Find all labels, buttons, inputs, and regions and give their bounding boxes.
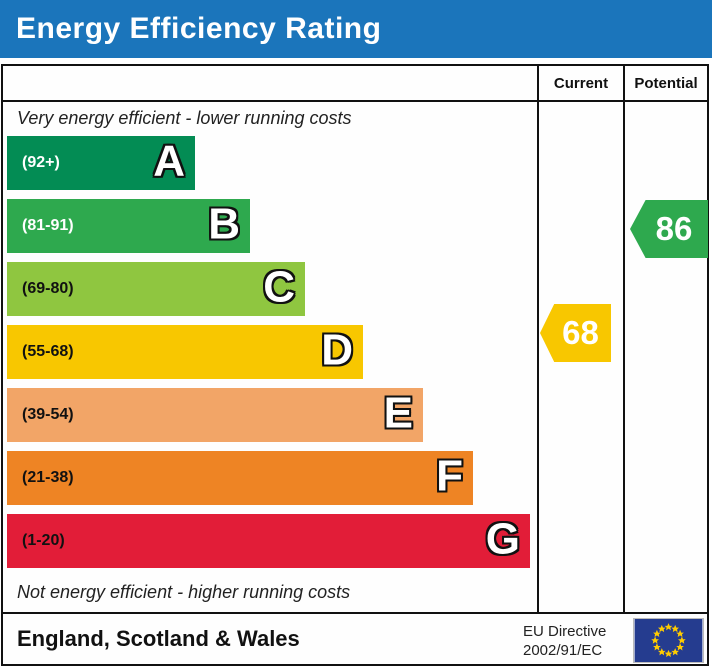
bottom-note: Not energy efficient - higher running co…: [17, 582, 351, 602]
column-header-current: Current: [553, 74, 609, 92]
band-row-f: (21-38) F: [7, 451, 473, 505]
band-range-label: (39-54): [22, 406, 74, 423]
footer-region-label: England, Scotland & Wales: [17, 626, 300, 651]
band-grade-letter: E: [383, 388, 413, 438]
band-grade-letter: F: [436, 451, 463, 501]
footer-top-border: [3, 612, 707, 614]
band-list: (92+) A (81-91) B (69-80) C (55-68) D (3…: [7, 136, 530, 577]
band-row-c: (69-80) C: [7, 262, 305, 316]
potential-rating-marker: 86: [630, 200, 708, 258]
band-range-label: (81-91): [22, 217, 74, 234]
band-grade-letter: G: [485, 514, 520, 564]
band-row-b: (81-91) B: [7, 199, 250, 253]
band-range-label: (1-20): [22, 532, 65, 549]
eu-directive-line1: EU Directive: [523, 623, 607, 640]
band-range-label: (69-80): [22, 280, 74, 297]
eu-directive-label: EU Directive 2002/91/EC: [523, 622, 606, 660]
eu-flag-icon: [633, 618, 704, 663]
band-row-g: (1-20) G: [7, 514, 530, 568]
page-title: Energy Efficiency Rating: [16, 12, 382, 45]
band-range-label: (55-68): [22, 343, 74, 360]
band-grade-letter: C: [263, 262, 295, 312]
band-row-d: (55-68) D: [7, 325, 363, 379]
band-range-label: (21-38): [22, 469, 74, 486]
current-rating-marker: 68: [540, 304, 611, 362]
band-row-e: (39-54) E: [7, 388, 423, 442]
band-grade-letter: A: [153, 136, 185, 186]
column-header-potential: Potential: [634, 74, 698, 92]
top-note: Very energy efficient - lower running co…: [17, 108, 352, 128]
column-divider-potential: [623, 66, 625, 614]
band-range-label: (92+): [22, 154, 60, 171]
band-grade-letter: B: [208, 199, 240, 249]
eu-directive-line2: 2002/91/EC: [523, 642, 603, 659]
band-grade-letter: D: [321, 325, 353, 375]
current-rating-value: 68: [562, 314, 599, 351]
rating-table: Current Potential Very energy efficient …: [1, 64, 709, 666]
column-divider-current: [537, 66, 539, 614]
potential-rating-value: 86: [655, 210, 693, 247]
title-bar: Energy Efficiency Rating: [0, 0, 712, 58]
header-bottom-border: [3, 100, 707, 102]
band-row-a: (92+) A: [7, 136, 195, 190]
